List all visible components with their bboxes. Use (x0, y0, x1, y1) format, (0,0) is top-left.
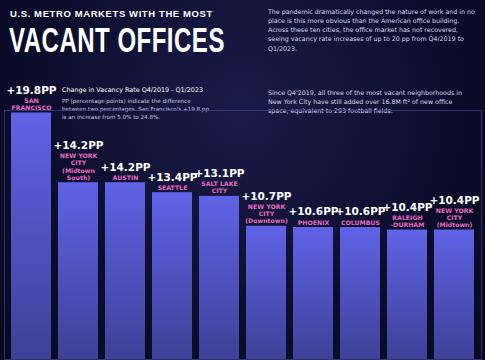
svg-text:+10.6PP: +10.6PP (335, 205, 385, 217)
html-text:U.S. METRO MARKETS WITH THE MO: U.S. METRO MARKETS WITH THE MOST (10, 8, 213, 19)
svg-text:NEW YORKCITY(MidtownSouth): NEW YORKCITY(MidtownSouth) (60, 152, 98, 180)
svg-text:+10.4PP: +10.4PP (429, 194, 479, 206)
svg-text:+14.2PP: +14.2PP (53, 139, 103, 151)
svg-text:NEW YORKCITY(Downtown): NEW YORKCITY(Downtown) (245, 203, 288, 224)
svg-text:SANFRANCISCO: SANFRANCISCO (11, 97, 51, 111)
svg-text:NEW YORKCITY(Midtown): NEW YORKCITY(Midtown) (436, 207, 474, 228)
svg-text:+10.6PP: +10.6PP (288, 205, 338, 217)
svg-text:SEATTLE: SEATTLE (158, 184, 188, 191)
svg-text:PHOENIX: PHOENIX (298, 219, 330, 226)
html-text:PP (percentage points) indicat: PP (percentage points) indicate the diff… (62, 98, 209, 120)
svg-text:+10.7PP: +10.7PP (241, 190, 291, 202)
svg-text:AUSTIN: AUSTIN (113, 174, 139, 181)
html-text:VACANT OFFICES: VACANT OFFICES (9, 20, 225, 60)
svg-text:+13.1PP: +13.1PP (194, 167, 244, 179)
html-text:Change in Vacancy Rate Q4/2019: Change in Vacancy Rate Q4/2019 - Q1/2023 (62, 86, 203, 94)
svg-text:+14.2PP: +14.2PP (100, 161, 150, 173)
svg-text:RALEIGH-DURHAM: RALEIGH-DURHAM (391, 214, 425, 228)
html-text:The pandemic dramatically chan: The pandemic dramatically changed the na… (268, 8, 475, 52)
html-text:Since Q4'2019, all three of th: Since Q4'2019, all three of the most vac… (268, 89, 462, 115)
svg-text:+19.8PP: +19.8PP (6, 84, 56, 96)
svg-text:+10.4PP: +10.4PP (382, 201, 432, 213)
svg-text:+13.4PP: +13.4PP (147, 171, 197, 183)
svg-text:SALT LAKECITY: SALT LAKECITY (201, 180, 237, 194)
svg-text:COLUMBUS: COLUMBUS (341, 219, 380, 226)
